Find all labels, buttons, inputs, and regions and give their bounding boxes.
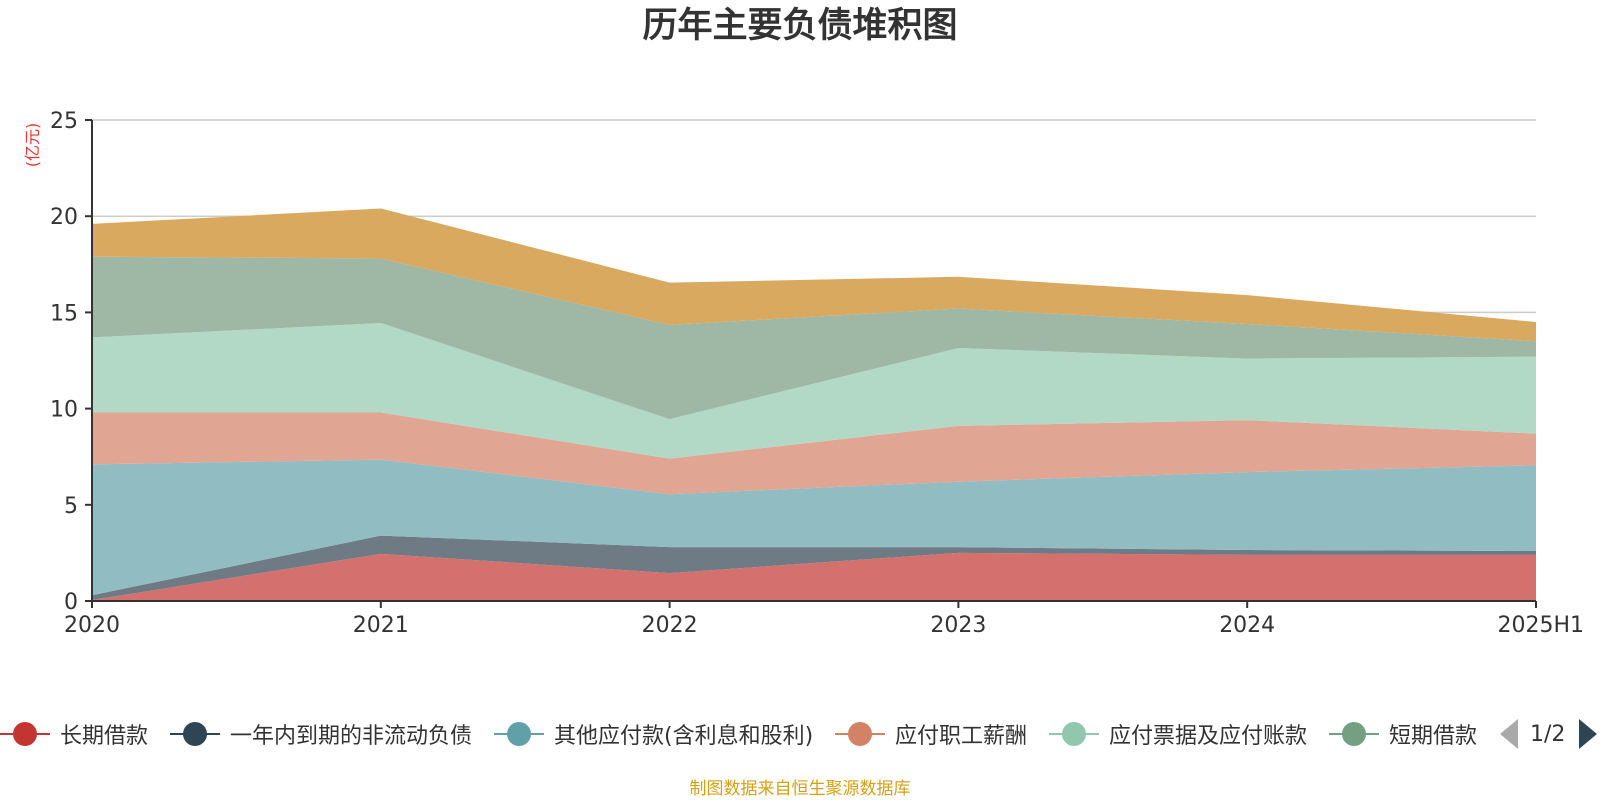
legend-item[interactable]: 一年内到期的非流动负债 [170,714,472,754]
x-tick-label: 2022 [642,613,698,638]
legend-prev-page-icon[interactable] [1500,719,1518,749]
legend-symbol-icon [1329,714,1379,754]
y-tick-label: 20 [50,205,78,230]
legend-label: 应付职工薪酬 [895,724,1028,749]
legend-label: 一年内到期的非流动负债 [230,724,473,749]
legend-item[interactable]: 长期借款 [0,714,148,754]
x-tick-label: 2021 [353,613,409,638]
x-tick-label: 2023 [930,613,986,638]
legend-symbol-icon [1049,714,1099,754]
legend-item[interactable]: 短期借款 [1329,714,1477,754]
y-tick-label: 25 [50,109,78,134]
area-series-一年内到期的非流动负债[interactable] [92,535,1536,601]
y-tick-label: 15 [50,301,78,326]
legend-pager: 1/2 [1500,716,1600,752]
legend-label: 长期借款 [60,724,149,749]
x-tick-label: 2020 [64,613,120,638]
legend-label: 短期借款 [1389,724,1478,749]
area-series-应付职工薪酬[interactable] [92,412,1536,495]
legend-symbol-icon [494,714,544,754]
x-tick-label: 2025H1 [1497,613,1584,638]
y-axis-unit-label: (亿元) [23,123,42,168]
y-tick-label: 5 [64,494,78,519]
area-series-长期借款[interactable] [92,552,1536,601]
legend-item[interactable]: 应付职工薪酬 [835,714,1027,754]
legend: 长期借款 一年内到期的非流动负债 其他应付款(含利息和股利) 应付职工薪酬 应付票据及应… [0,714,1484,754]
area-series-短期借款[interactable] [92,256,1536,420]
legend-label: 其他应付款(含利息和股利) [554,724,814,749]
y-tick-label: 10 [50,398,78,423]
legend-next-page-icon[interactable] [1579,719,1598,749]
x-tick-label: 2024 [1219,613,1275,638]
legend-item[interactable]: 应付票据及应付账款 [1049,714,1307,754]
legend-label: 应付票据及应付账款 [1109,724,1308,749]
legend-item[interactable]: 其他应付款(含利息和股利) [494,714,813,754]
legend-symbol-icon [835,714,885,754]
source-note: 制图数据来自恒生聚源数据库 [689,779,911,799]
area-series-应付票据及应付账款[interactable] [92,322,1536,459]
chart-title: 历年主要负债堆积图 [642,6,958,46]
legend-page-indicator: 1/2 [1530,721,1566,747]
area-series-其他应付款(含利息和股利)[interactable] [92,459,1536,596]
y-tick-label: 0 [64,590,78,615]
area-series-unnamed[interactable] [92,208,1536,342]
legend-symbol-icon [170,714,220,754]
legend-symbol-icon [0,714,50,754]
stacked-area-chart: 0 5 10 15 20 25 2020 2021 2022 2023 2024 2025H1 (亿元… [23,109,1584,638]
